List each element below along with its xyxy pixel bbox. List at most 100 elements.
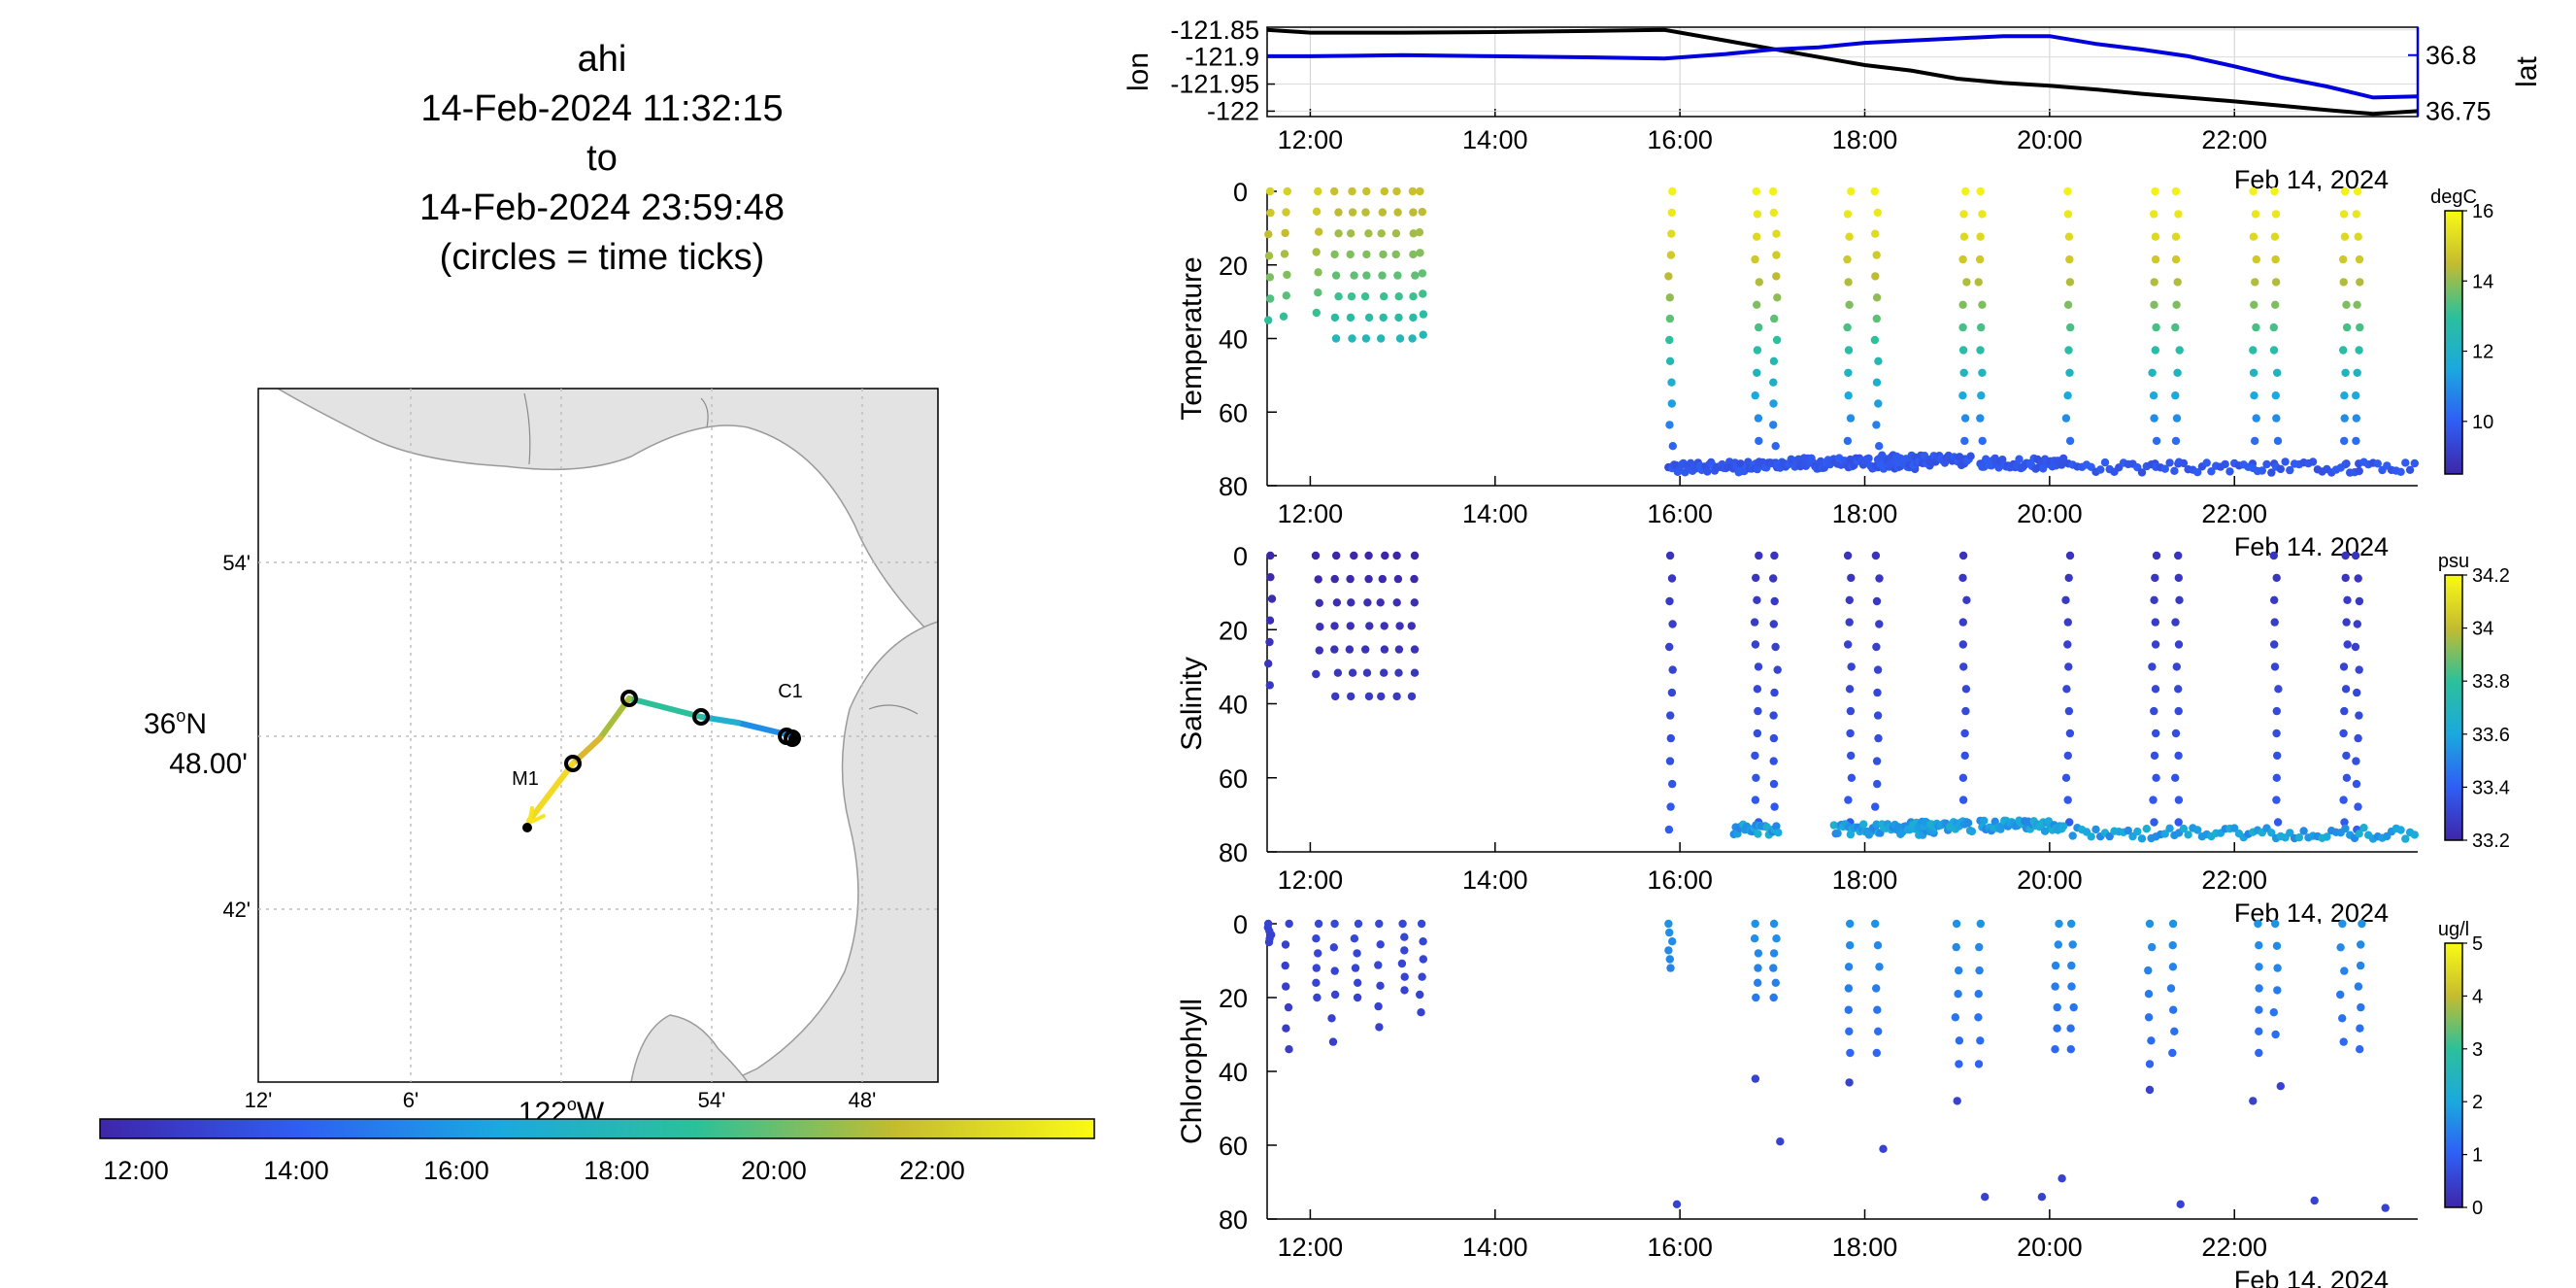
chl-data-point: [1844, 963, 1854, 971]
temp-data-point: [2267, 468, 2276, 477]
chl-data-point: [2272, 941, 2282, 950]
sal-data-point: [1311, 551, 1321, 560]
temp-data-point: [2221, 459, 2229, 469]
sal-data-point: [1665, 757, 1675, 765]
temp-data-point: [1977, 322, 1986, 332]
sal-data-point: [1315, 598, 1324, 607]
temp-data-point: [1409, 250, 1418, 259]
sal-data-point: [1394, 668, 1403, 677]
sal-data-point: [1873, 711, 1883, 720]
sal-data-point: [2230, 824, 2239, 832]
temp-data-point: [1378, 271, 1387, 280]
temp-data-point: [1847, 186, 1856, 196]
temp-x-tick-label: 18:00: [1832, 499, 1898, 528]
temp-data-point: [1392, 186, 1401, 196]
temp-data-point: [1266, 208, 1275, 218]
sal-data-point: [2040, 827, 2050, 835]
sal-data-point: [1846, 729, 1855, 738]
temp-data-point: [2063, 186, 2072, 196]
sal-data-point: [1267, 594, 1277, 603]
sal-data-point: [1395, 622, 1404, 630]
temp-data-point: [1871, 229, 1880, 238]
sal-data-point: [2091, 825, 2100, 834]
sal-data-point: [2342, 773, 2352, 782]
sal-data-point: [2149, 796, 2158, 804]
sal-data-point: [1774, 829, 1783, 837]
sal-data-point: [2064, 662, 2073, 671]
lon-y-tick-label: -122: [1207, 96, 1259, 125]
sal-data-point: [1665, 642, 1674, 652]
sal-data-point: [2172, 662, 2181, 671]
temp-data-point: [1736, 459, 1745, 468]
temp-data-point: [1875, 442, 1884, 451]
temp-data-point: [2151, 346, 2159, 355]
temp-data-point: [1334, 229, 1343, 238]
map-river-1: [523, 392, 531, 465]
chl-data-point: [2255, 941, 2263, 950]
temp-data-point: [2160, 464, 2169, 473]
chl-data-point: [2067, 982, 2076, 991]
sal-data-point: [1847, 773, 1857, 782]
sal-data-point: [1666, 802, 1675, 811]
temp-data-point: [1976, 186, 1985, 196]
temp-data-point: [1753, 232, 1761, 241]
sal-data-point: [2352, 779, 2361, 789]
chl-data-point: [2168, 941, 2177, 950]
chl-y-tick-label: 40: [1219, 1058, 1248, 1087]
sal-data-point: [2353, 688, 2361, 697]
sal-data-point: [2273, 818, 2283, 827]
chl-data-point: [2356, 1024, 2364, 1033]
sal-data-point: [1332, 551, 1341, 560]
chl-data-point: [1419, 937, 1427, 946]
sal-data-point: [2151, 573, 2159, 583]
mooring-m1-label: M1: [512, 768, 539, 790]
lon-axis-label: lon: [1122, 52, 1154, 91]
sal-colorbar-tick-label: 33.4: [2472, 777, 2510, 798]
chl-data-point: [1312, 978, 1321, 987]
temp-data-point: [2271, 254, 2280, 264]
temp-data-point: [1976, 232, 1985, 241]
chl-data-point: [1754, 964, 1762, 972]
temp-data-point: [2064, 346, 2073, 355]
chl-data-point: [1281, 961, 1289, 970]
chl-data-point: [2145, 1085, 2155, 1095]
sal-data-point: [1958, 796, 1968, 804]
chl-data-point: [1665, 928, 1674, 937]
lon-lat-panel: 12:00 14:00 16:00 18:00 20:00 22:00-121.85-12…: [1122, 16, 2543, 194]
map-lat-tick-1: 54': [222, 551, 251, 575]
temp-data-point: [1846, 414, 1856, 423]
time-tick-circle: [620, 690, 638, 707]
track-colorbar-bar: [99, 1118, 1095, 1139]
temp-data-point: [2355, 346, 2363, 355]
sal-data-point: [2165, 824, 2174, 832]
lat-axis-label: lat: [2511, 55, 2543, 86]
sal-data-point: [2171, 729, 2181, 738]
temp-data-point: [1753, 300, 1761, 309]
temp-data-point: [2149, 391, 2158, 400]
temp-data-point: [1872, 293, 1882, 302]
sal-data-point: [2160, 830, 2169, 838]
sal-data-point: [2341, 824, 2350, 833]
temp-data-point: [1667, 208, 1677, 218]
temp-data-point: [1666, 251, 1676, 259]
map-land-east: [727, 621, 938, 1082]
sal-data-point: [2174, 685, 2183, 694]
chl-data-point: [1400, 972, 1409, 981]
chl-data-point: [1400, 946, 1409, 955]
temp-data-point: [2271, 278, 2281, 287]
temp-data-point: [1752, 186, 1761, 196]
lon-lat-date-label: Feb 14, 2024: [2234, 165, 2389, 194]
temp-data-point: [1665, 293, 1675, 302]
temp-data-point: [2251, 436, 2259, 446]
chl-colorbar: [2444, 942, 2463, 1208]
chl-data-point: [1874, 1027, 1883, 1036]
sal-data-point: [2352, 757, 2360, 765]
temp-data-point: [1314, 288, 1322, 297]
temp-data-point: [1348, 334, 1356, 343]
sal-data-point: [2063, 640, 2072, 649]
temp-data-point: [2058, 454, 2068, 463]
temp-colorbar-tick-label: 12: [2472, 342, 2493, 363]
chl-data-point: [2356, 1045, 2364, 1054]
temp-data-point: [1362, 250, 1371, 259]
